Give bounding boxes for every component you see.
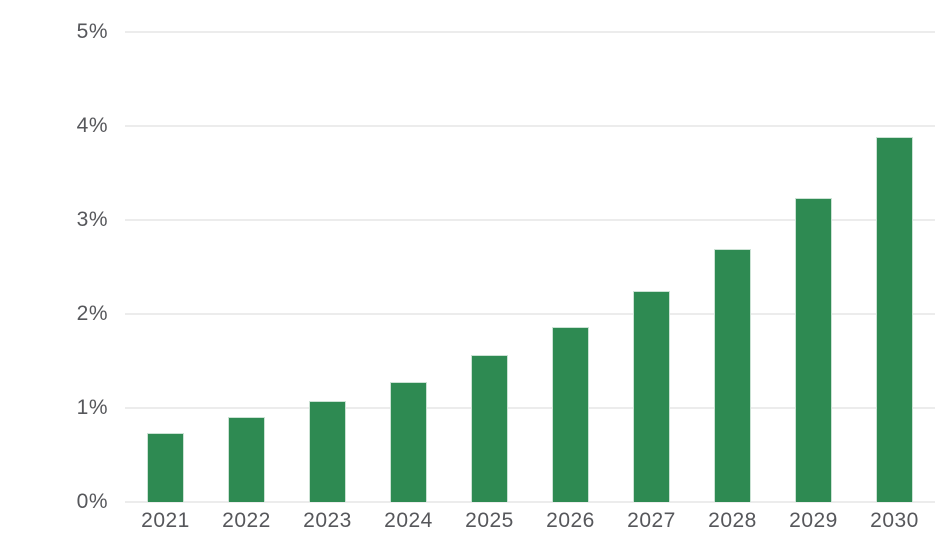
- x-tick-label-2026: 2026: [546, 509, 595, 532]
- gridline-5pct: [125, 31, 935, 33]
- y-tick-label-0: 0%: [76, 490, 108, 513]
- x-tick-label-2023: 2023: [303, 509, 352, 532]
- y-tick-label-3: 3%: [76, 208, 108, 231]
- bar-2021: [147, 433, 184, 502]
- x-tick-label-2028: 2028: [708, 509, 757, 532]
- gridline-2pct: [125, 313, 935, 315]
- bar-2028: [714, 249, 751, 502]
- bar-2025: [471, 355, 508, 502]
- gridline-1pct: [125, 407, 935, 409]
- y-tick-label-1: 1%: [76, 396, 108, 419]
- x-tick-label-2021: 2021: [141, 509, 190, 532]
- x-tick-label-2024: 2024: [384, 509, 433, 532]
- bar-2027: [633, 291, 670, 502]
- y-tick-label-2: 2%: [76, 302, 108, 325]
- bar-2030: [876, 137, 913, 502]
- gridline-3pct: [125, 219, 935, 221]
- y-tick-label-4: 4%: [76, 114, 108, 137]
- bar-2022: [228, 417, 265, 502]
- y-axis: 0% 1% 2% 3% 4% 5%: [0, 0, 108, 554]
- bar-2024: [390, 382, 427, 502]
- x-tick-label-2022: 2022: [222, 509, 271, 532]
- gridline-0pct: [125, 501, 935, 503]
- plot-area: [125, 31, 935, 503]
- gridline-4pct: [125, 125, 935, 127]
- x-tick-label-2025: 2025: [465, 509, 514, 532]
- bar-2026: [552, 327, 589, 502]
- x-tick-label-2030: 2030: [870, 509, 919, 532]
- x-tick-label-2027: 2027: [627, 509, 676, 532]
- y-tick-label-5: 5%: [76, 20, 108, 43]
- bar-2029: [795, 198, 832, 502]
- x-tick-label-2029: 2029: [789, 509, 838, 532]
- x-axis: 2021 2022 2023 2024 2025 2026 2027 2028 2029 2030: [125, 508, 935, 540]
- bar-2023: [309, 401, 346, 502]
